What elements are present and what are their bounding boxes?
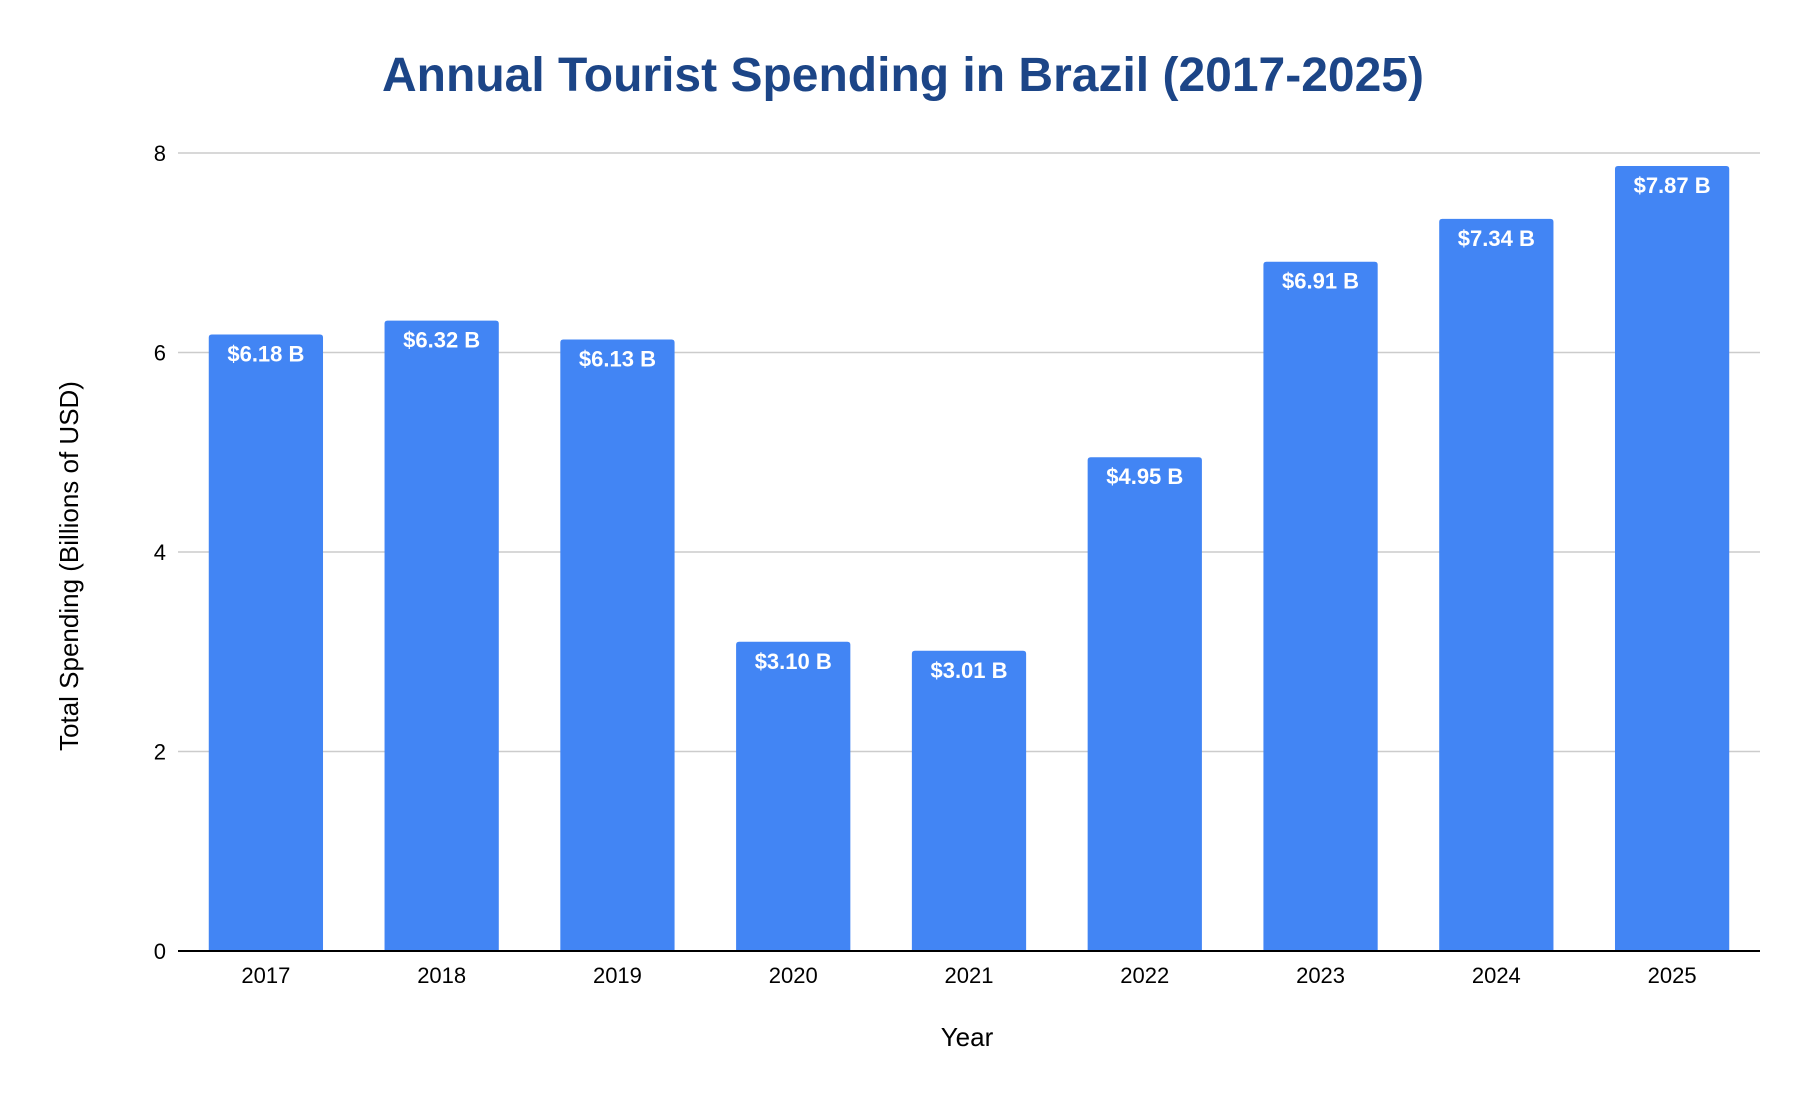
bar-2023	[1263, 261, 1378, 951]
bars	[208, 165, 1730, 952]
bar-2019	[560, 339, 675, 952]
data-label-2025: $7.87 B	[1634, 173, 1711, 198]
bar-2021	[911, 650, 1027, 951]
x-tick-label: 2023	[1296, 963, 1345, 988]
bar-2022	[1087, 457, 1202, 951]
bar-2018	[384, 320, 499, 952]
bar-2017	[208, 334, 324, 951]
x-tick-label: 2019	[593, 963, 642, 988]
y-tick-label: 8	[154, 141, 166, 166]
x-tick-label: 2025	[1648, 963, 1697, 988]
y-tick-label: 6	[154, 341, 166, 366]
data-label-2023: $6.91 B	[1282, 269, 1359, 294]
data-label-2019: $6.13 B	[579, 347, 656, 372]
data-label-2020: $3.10 B	[755, 649, 832, 674]
x-tick-label: 2022	[1120, 963, 1169, 988]
y-tick-label: 0	[154, 939, 166, 964]
y-tick-label: 2	[154, 740, 166, 765]
data-label-2022: $4.95 B	[1106, 464, 1183, 489]
y-axis-ticks: 0 2 4 6 8	[154, 141, 166, 964]
x-tick-label: 2018	[417, 963, 466, 988]
chart-title: Annual Tourist Spending in Brazil (2017-…	[382, 49, 1424, 102]
data-label-2021: $3.01 B	[930, 658, 1007, 683]
y-axis-title: Total Spending (Billions of USD)	[54, 381, 84, 751]
data-label-2017: $6.18 B	[227, 342, 304, 367]
x-tick-label: 2021	[945, 963, 994, 988]
bar-2024	[1439, 218, 1554, 951]
x-axis-title: Year	[941, 1022, 994, 1052]
x-tick-label: 2017	[241, 963, 290, 988]
bar-2025	[1614, 165, 1730, 951]
x-axis-ticks: 2017 2018 2019 2020 2021 2022 2023 2024 2025	[241, 963, 1696, 988]
bar-2020	[736, 641, 851, 951]
data-labels: $6.18 B $6.32 B $6.13 B $3.10 B $3.01 B $4.95…	[227, 173, 1710, 683]
data-label-2018: $6.32 B	[403, 328, 480, 353]
data-label-2024: $7.34 B	[1458, 226, 1535, 251]
x-tick-label: 2020	[769, 963, 818, 988]
x-tick-label: 2024	[1472, 963, 1521, 988]
y-tick-label: 4	[154, 540, 166, 565]
